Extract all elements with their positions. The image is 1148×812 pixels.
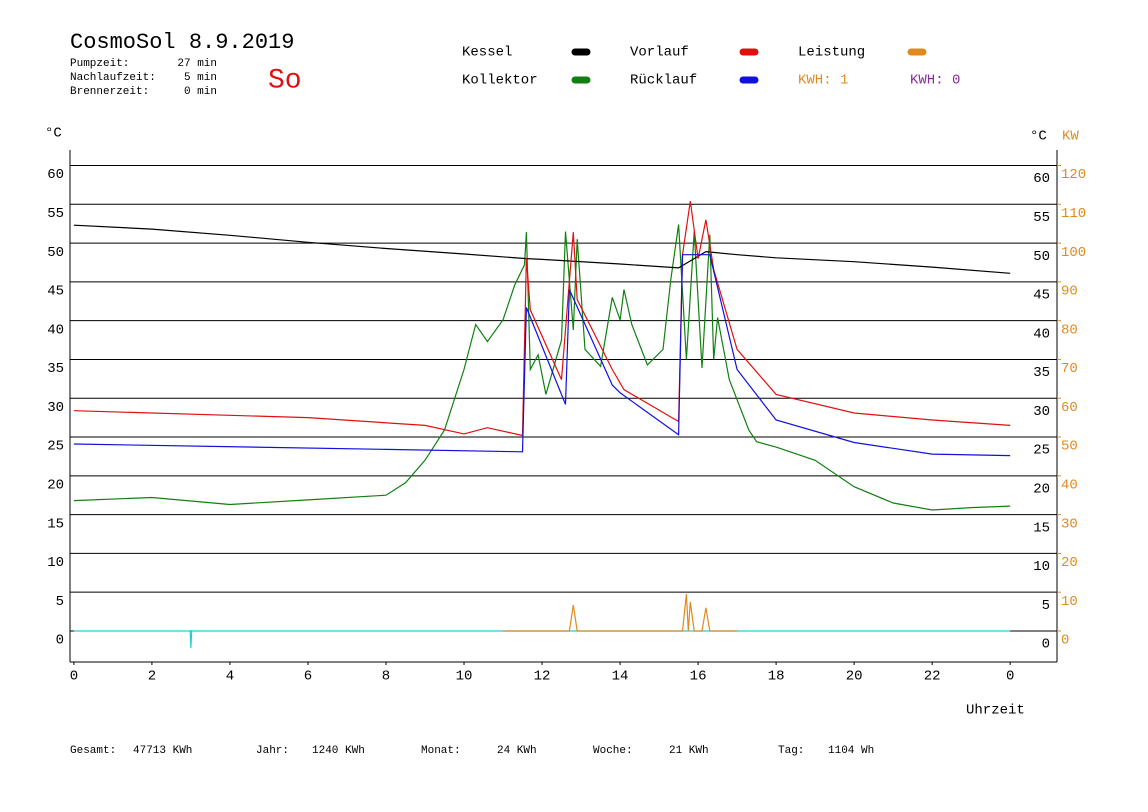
footer-value: 21 KWh [669,745,709,757]
legend-label: Rücklauf [630,73,697,89]
y-tick-label-right: 50 [1033,249,1050,265]
weekday: So [268,65,302,96]
y2-tick-label: 40 [1061,478,1078,494]
y-tick-label-right: 20 [1033,482,1050,498]
y2-tick-label: 30 [1061,516,1078,532]
y-tick-label: 20 [47,478,64,494]
footer-value: 1240 KWh [312,745,365,757]
y-tick-label-right: 5 [1042,598,1050,614]
y-tick-label-right: 45 [1033,288,1050,304]
footer-label: Gesamt: [70,745,116,757]
footer-label: Jahr: [256,745,289,757]
footer-value: 24 KWh [497,745,537,757]
series-line [503,594,738,632]
legend-label: Leistung [798,45,865,61]
y-tick-label: 25 [47,439,64,455]
series-line [73,224,1011,511]
y2-tick-label: 90 [1061,284,1078,300]
x-tick-label: 0 [1006,669,1014,685]
y-tick-label: 15 [47,516,64,532]
legend-label: Kollektor [462,73,538,89]
y-tick-label: 0 [56,633,64,649]
y2-tick-label: 10 [1061,594,1078,610]
footer-label: Tag: [778,745,804,757]
footer-label: Monat: [421,745,461,757]
y2-tick-label: 70 [1061,361,1078,377]
y-tick-label: 50 [47,245,64,261]
x-tick-label: 0 [70,669,78,685]
y2-tick-label: 120 [1061,167,1086,183]
x-tick-label: 2 [148,669,156,685]
x-axis-label: Uhrzeit [966,703,1025,719]
y2-axis-unit: KW [1062,129,1079,145]
info-label: Nachlaufzeit: [70,72,156,84]
y-tick-label-right: 40 [1033,326,1050,342]
legend-label: Kessel [462,45,512,61]
y-tick-label: 5 [56,594,64,610]
info-value: 27 min [177,58,217,70]
y-tick-label: 35 [47,361,64,377]
y-tick-label: 40 [47,322,64,338]
info-value: 0 min [184,86,217,98]
y2-tick-label: 110 [1061,206,1086,222]
x-tick-label: 16 [690,669,707,685]
y-tick-label-right: 10 [1033,559,1050,575]
y-tick-label-right: 35 [1033,365,1050,381]
y2-tick-label: 50 [1061,439,1078,455]
y-tick-label: 30 [47,400,64,416]
footer-value: 47713 KWh [133,745,192,757]
info-label: Brennerzeit: [70,86,149,98]
y-axis-unit: °C [45,126,62,142]
y2-tick-label: 60 [1061,400,1078,416]
y2-tick-label: 100 [1061,245,1086,261]
y2-tick-label: 80 [1061,322,1078,338]
x-tick-label: 8 [382,669,390,685]
x-tick-label: 22 [924,669,941,685]
info-value: 5 min [184,72,217,84]
chart-title: CosmoSol 8.9.2019 [70,30,294,55]
x-tick-label: 4 [226,669,234,685]
y-axis-unit-right: °C [1030,129,1047,145]
y-tick-label-right: 55 [1033,210,1050,226]
y-tick-label-right: 60 [1033,171,1050,187]
y-tick-label-right: 0 [1042,637,1050,653]
x-tick-label: 20 [846,669,863,685]
y2-tick-label: 0 [1061,633,1069,649]
legend-label: Vorlauf [630,45,689,61]
x-tick-label: 14 [612,669,629,685]
y-tick-label: 10 [47,555,64,571]
footer-label: Woche: [593,745,633,757]
y-tick-label: 55 [47,206,64,222]
x-tick-label: 10 [456,669,473,685]
y-tick-label-right: 30 [1033,404,1050,420]
series-line [73,254,1011,457]
series-line [73,224,1011,274]
y-tick-label: 60 [47,167,64,183]
x-tick-label: 6 [304,669,312,685]
y-tick-label-right: 15 [1033,520,1050,536]
series-line [73,201,1011,437]
series-line [73,630,1011,649]
footer-value: 1104 Wh [828,745,874,757]
info-label: Pumpzeit: [70,58,129,70]
kwh-label: KWH: 1 [798,73,848,89]
x-tick-label: 18 [768,669,785,685]
x-tick-label: 12 [534,669,551,685]
y2-tick-label: 20 [1061,555,1078,571]
kwh-label: KWH: 0 [910,73,960,89]
y-tick-label-right: 25 [1033,443,1050,459]
y-tick-label: 45 [47,284,64,300]
